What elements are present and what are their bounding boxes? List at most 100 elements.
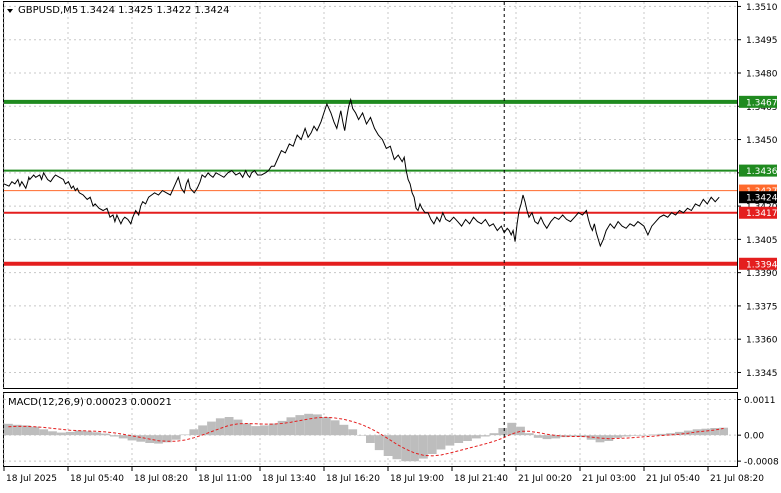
macd-histogram-bar — [639, 435, 649, 436]
level-label: 1.3394 — [746, 260, 778, 270]
macd-histogram-bar — [463, 435, 472, 441]
level-lines[interactable] — [4, 99, 737, 266]
macd-histogram-bar — [224, 417, 234, 436]
macd-histogram-bar — [313, 414, 322, 436]
macd-histogram-bar — [339, 424, 349, 436]
time-tick-label: 21 Jul 00:20 — [518, 474, 572, 484]
time-tick-label: 18 Jul 08:20 — [134, 474, 188, 484]
macd-tick-label: -0.0008 — [744, 458, 779, 468]
price-panel-frame — [3, 1, 738, 389]
time-axis: 18 Jul 2025 18 Jul 05:40 18 Jul 08:20 18 Ju… — [3, 467, 764, 484]
macd-histogram-bar — [436, 435, 446, 450]
macd-histogram-bar — [162, 435, 172, 443]
macd-histogram-bar — [630, 435, 640, 436]
macd-histogram-bar — [118, 435, 128, 439]
macd-histogram-bar — [613, 435, 622, 438]
macd-histogram-bar — [242, 423, 252, 436]
macd-histogram-bar — [657, 433, 667, 436]
macd-tick-label: 0.00 — [744, 432, 764, 442]
macd-histogram-bar — [198, 425, 207, 436]
macd-histogram-bar — [136, 435, 146, 442]
macd-histogram-bar — [666, 433, 675, 436]
price-tick-label: 1.3375 — [746, 302, 778, 312]
macd-histogram-bar — [701, 428, 711, 436]
price-line — [3, 97, 720, 248]
macd-histogram-bar — [524, 433, 534, 436]
macd-histogram-bar — [427, 435, 437, 454]
price-tick-label: 1.3480 — [746, 69, 778, 79]
macd-histogram-bar — [12, 424, 22, 436]
price-tick-label: 1.3405 — [746, 236, 778, 246]
macd-histogram-bar — [295, 415, 305, 436]
ohlc-values: 1.3424 1.3425 1.3422 1.3424 — [80, 5, 230, 16]
macd-histogram-bar — [83, 431, 93, 436]
time-tick-label: 18 Jul 16:20 — [326, 474, 380, 484]
level-label: 1.3467 — [746, 98, 778, 108]
level-label: 1.3417 — [746, 209, 778, 219]
macd-histogram-bar — [445, 435, 455, 446]
macd-histogram-bar — [480, 435, 490, 437]
current-price-box — [739, 191, 777, 204]
time-tick-label: 18 Jul 13:40 — [262, 474, 316, 484]
macd-values: 0.00023 0.00021 — [86, 397, 172, 408]
macd-histogram-bar — [154, 435, 163, 444]
macd-signal-line — [8, 416, 724, 457]
macd-histogram-bar — [277, 420, 287, 436]
macd-histogram-bar — [542, 435, 552, 440]
macd-histogram-bar — [251, 426, 260, 436]
price-tick-label: 1.3450 — [746, 136, 778, 146]
macd-histogram-bar — [569, 435, 578, 437]
macd-histogram-bar — [516, 426, 525, 436]
macd-histogram-bar — [586, 435, 596, 440]
macd-histogram-bar — [401, 435, 411, 462]
macd-histogram-bar — [65, 431, 75, 436]
macd-histogram-bar — [366, 435, 375, 443]
macd-histogram-bar — [321, 417, 331, 436]
macd-tick-label: 0.0011 — [744, 396, 776, 406]
macd-histogram-bar — [622, 435, 631, 437]
macd-histogram-bar — [180, 434, 190, 436]
macd-histogram-bar — [392, 435, 402, 460]
macd-histogram-bar — [410, 435, 419, 462]
level-label-box — [739, 206, 777, 219]
macd-histogram-bar — [551, 435, 561, 439]
macd-histogram-bar — [57, 432, 66, 436]
macd-histogram-bar — [648, 434, 658, 436]
level-label-box — [739, 164, 777, 177]
macd-histogram-bar — [419, 435, 428, 459]
price-tick-label: 1.3390 — [746, 269, 778, 279]
macd-histogram-bar — [30, 426, 40, 436]
macd-histogram-bar — [472, 435, 481, 439]
macd-histogram-bar — [330, 420, 340, 436]
macd-histogram-bar — [39, 429, 49, 436]
symbol-dropdown-icon[interactable] — [7, 9, 13, 13]
macd-histogram-bar — [21, 425, 31, 436]
macd-histogram-bar — [189, 429, 199, 436]
price-tick-label: 1.3495 — [746, 36, 778, 46]
time-tick-label: 18 Jul 19:00 — [390, 474, 444, 484]
macd-axis: 0.0011 0.00 -0.0008 — [737, 396, 779, 468]
time-tick-label: 18 Jul 05:40 — [70, 474, 124, 484]
macd-histogram-bar — [233, 419, 243, 436]
symbol-timeframe[interactable]: GBPUSD,M5 — [18, 5, 78, 16]
macd-histogram-bar — [92, 432, 102, 436]
macd-histogram-bar — [348, 429, 358, 436]
macd-histogram-bar — [489, 433, 499, 436]
macd-histogram-bar — [171, 435, 181, 440]
price-tick-label: 1.3360 — [746, 336, 778, 346]
macd-histogram-bar — [710, 428, 720, 436]
macd-histogram-bar — [4, 423, 13, 436]
macd-histogram-bar — [260, 425, 269, 436]
current-price-label: 1.3424 — [746, 194, 778, 204]
macd-histogram-bar — [110, 435, 119, 437]
time-tick-label: 21 Jul 05:40 — [646, 474, 700, 484]
macd-histogram-bar — [357, 435, 366, 436]
macd-histogram-bar — [533, 435, 543, 438]
level-label-box — [739, 95, 777, 108]
price-tick-label: 1.3345 — [746, 369, 778, 379]
level-label-box — [739, 257, 777, 270]
macd-histogram-bar — [215, 418, 225, 436]
